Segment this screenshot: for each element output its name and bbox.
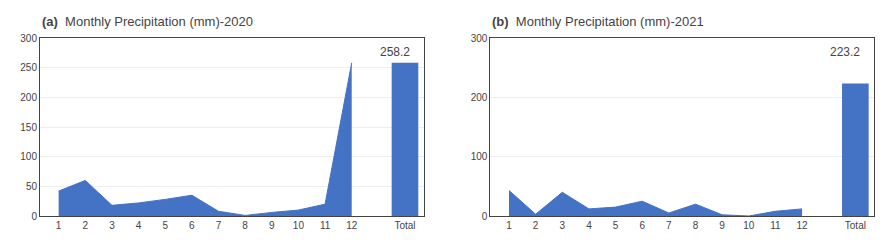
svg-text:9: 9 xyxy=(719,220,725,231)
svg-text:150: 150 xyxy=(20,122,37,133)
svg-text:Total: Total xyxy=(845,220,866,231)
svg-text:9: 9 xyxy=(269,220,275,231)
svg-text:8: 8 xyxy=(242,220,248,231)
svg-text:250: 250 xyxy=(20,62,37,73)
svg-text:2: 2 xyxy=(83,220,89,231)
svg-text:12: 12 xyxy=(797,220,809,231)
svg-text:300: 300 xyxy=(471,33,488,44)
svg-text:11: 11 xyxy=(770,220,781,231)
svg-text:223.2: 223.2 xyxy=(830,45,860,59)
svg-text:5: 5 xyxy=(162,220,168,231)
svg-text:Total: Total xyxy=(394,220,415,231)
svg-text:11: 11 xyxy=(320,220,331,231)
svg-text:0: 0 xyxy=(31,211,37,222)
svg-text:1: 1 xyxy=(506,220,512,231)
svg-text:7: 7 xyxy=(666,220,672,231)
svg-text:12: 12 xyxy=(346,220,358,231)
svg-text:3: 3 xyxy=(560,220,566,231)
svg-text:(a) Monthly Precipitation (mm: (a) Monthly Precipitation (mm)-2020 xyxy=(42,14,253,29)
svg-text:200: 200 xyxy=(471,92,488,103)
svg-text:300: 300 xyxy=(20,33,37,44)
svg-text:50: 50 xyxy=(26,181,38,192)
svg-text:5: 5 xyxy=(613,220,619,231)
svg-text:0: 0 xyxy=(482,211,488,222)
svg-text:100: 100 xyxy=(471,151,488,162)
svg-text:100: 100 xyxy=(20,151,37,162)
svg-text:200: 200 xyxy=(20,92,37,103)
svg-text:6: 6 xyxy=(189,220,195,231)
svg-text:1: 1 xyxy=(56,220,62,231)
svg-text:8: 8 xyxy=(693,220,699,231)
svg-text:258.2: 258.2 xyxy=(380,45,410,59)
svg-text:6: 6 xyxy=(639,220,645,231)
svg-text:7: 7 xyxy=(216,220,222,231)
svg-text:4: 4 xyxy=(586,220,592,231)
svg-text:10: 10 xyxy=(293,220,305,231)
svg-text:(b) Monthly Precipitation (mm: (b) Monthly Precipitation (mm)-2021 xyxy=(492,14,704,29)
svg-text:10: 10 xyxy=(743,220,755,231)
svg-text:2: 2 xyxy=(533,220,539,231)
svg-text:4: 4 xyxy=(136,220,142,231)
svg-text:3: 3 xyxy=(109,220,115,231)
